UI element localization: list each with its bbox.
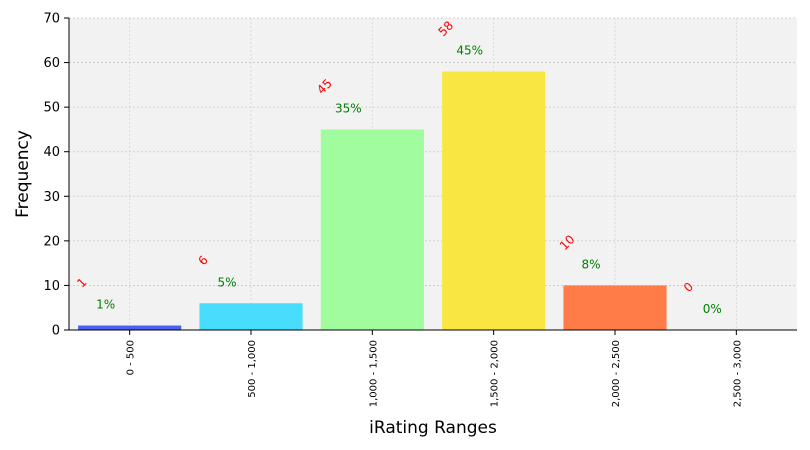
x-tick-label: 2,500 - 3,000 — [732, 340, 743, 407]
bar — [320, 129, 424, 330]
bar — [563, 285, 667, 330]
percent-label: 0% — [703, 302, 722, 316]
x-tick-label: 1,500 - 2,000 — [490, 340, 501, 407]
percent-label: 5% — [217, 275, 236, 289]
y-tick-label: 10 — [43, 279, 60, 294]
percent-label: 1% — [96, 298, 115, 312]
y-tick-label: 60 — [43, 56, 60, 71]
percent-label: 45% — [456, 43, 483, 57]
bars — [78, 71, 667, 330]
x-tick-label: 500 - 1,000 — [247, 340, 258, 398]
y-tick-label: 70 — [43, 12, 60, 27]
percent-label: 8% — [581, 257, 600, 271]
y-tick-label: 30 — [43, 190, 60, 205]
y-tick-label: 50 — [43, 101, 60, 116]
bar — [442, 71, 546, 330]
x-tick-labels: 0 - 500 500 - 1,000 1,000 - 1,500 1,500 - 2… — [126, 330, 743, 407]
y-tick-label: 0 — [52, 324, 60, 339]
x-axis-title: iRating Ranges — [369, 418, 497, 438]
bar — [199, 303, 303, 330]
y-tick-labels: 0 10 20 30 40 50 60 70 — [43, 12, 69, 339]
y-tick-label: 20 — [43, 234, 60, 249]
bar — [78, 325, 182, 330]
percent-label: 35% — [335, 101, 362, 115]
x-tick-label: 2,000 - 2,500 — [611, 340, 622, 407]
x-tick-label: 0 - 500 — [126, 340, 137, 375]
x-tick-label: 1,000 - 1,500 — [368, 340, 379, 407]
y-tick-label: 40 — [43, 145, 60, 160]
y-axis-title: Frequency — [13, 130, 33, 218]
plot-area — [69, 18, 797, 330]
